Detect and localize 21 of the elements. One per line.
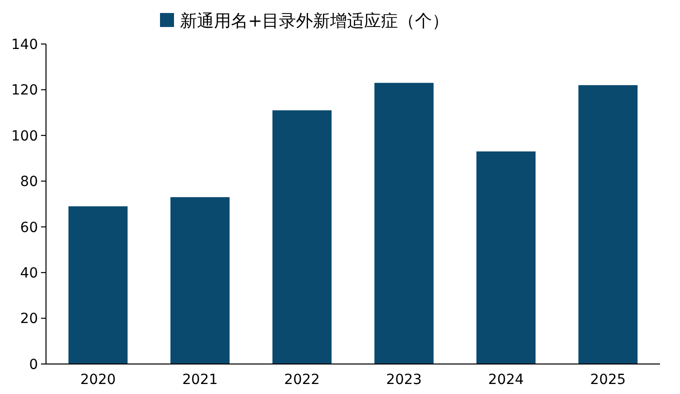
bar	[272, 110, 332, 364]
legend-label: 新通用名+目录外新增适应症（个）	[180, 12, 450, 32]
bar	[170, 197, 230, 364]
y-tick-label: 80	[20, 174, 38, 190]
bar	[578, 85, 638, 364]
x-tick-label: 2020	[80, 372, 116, 388]
x-tick-label: 2021	[182, 372, 218, 388]
y-tick-label: 0	[29, 356, 38, 373]
x-tick-label: 2024	[488, 372, 524, 388]
y-tick-label: 140	[11, 36, 38, 53]
y-tick-label: 60	[20, 220, 38, 236]
x-tick-label: 2022	[284, 372, 320, 388]
x-tick-label: 2025	[590, 372, 626, 388]
bar	[476, 151, 536, 364]
y-tick-label: 120	[11, 82, 38, 99]
y-tick-label: 20	[20, 311, 38, 328]
x-tick-label: 2023	[386, 372, 422, 388]
y-tick-label: 100	[11, 128, 38, 144]
bar	[374, 82, 434, 364]
y-tick-label: 40	[20, 265, 38, 282]
bar	[68, 206, 128, 364]
